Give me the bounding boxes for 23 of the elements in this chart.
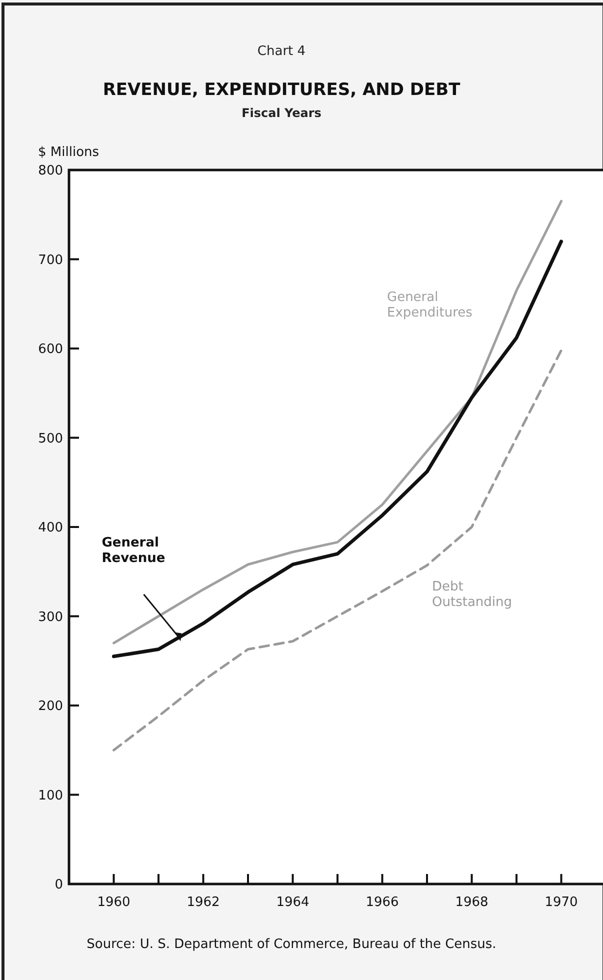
x-tick-label: 1960 [97, 895, 130, 910]
y-tick-label: 100 [38, 788, 63, 804]
x-tick-label: 1970 [544, 895, 578, 910]
y-axis-title: $ Millions [38, 145, 100, 160]
source-note: Source: U. S. Department of Commerce, Bureau of the Census. [86, 937, 496, 952]
y-tick-label: 500 [38, 431, 63, 446]
chart-title: REVENUE, EXPENDITURES, AND DEBT [102, 80, 461, 100]
chart-subtitle: Fiscal Years [242, 106, 322, 120]
x-tick-label: 1964 [276, 895, 310, 910]
y-tick-label: 400 [38, 520, 63, 536]
y-tick-label: 800 [38, 164, 63, 179]
caption: Chart 4 [257, 44, 306, 59]
text: General Expenditures [387, 290, 473, 321]
x-tick-label: 1962 [186, 895, 220, 910]
x-tick-label: 1968 [455, 895, 488, 910]
y-tick-label: 200 [38, 699, 63, 714]
y-tick-label: 700 [38, 252, 63, 268]
text: General Revenue [102, 535, 166, 566]
y-tick-label: 300 [38, 610, 63, 625]
series-label: Debt Outstanding [432, 579, 512, 610]
x-tick-label: 1966 [366, 895, 399, 910]
y-tick-label: 0 [54, 878, 63, 893]
y-tick-label: 600 [38, 342, 63, 358]
